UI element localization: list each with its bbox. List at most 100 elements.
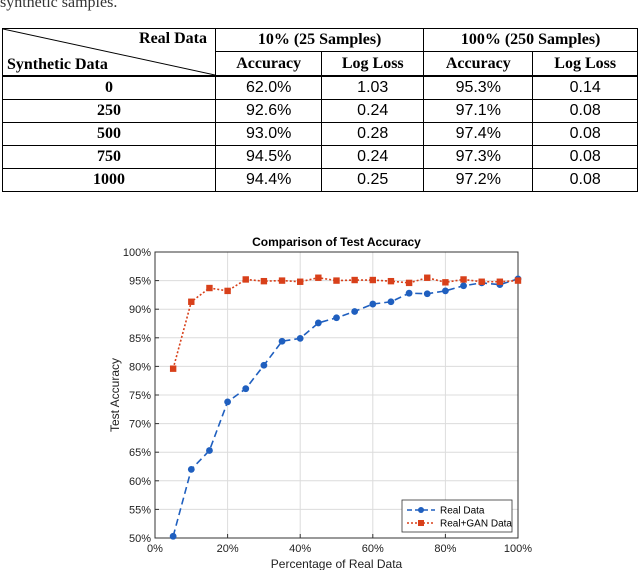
cell-logloss-100: 0.08 [532, 168, 638, 192]
x-tick-label: 40% [289, 543, 311, 555]
data-point [460, 282, 467, 290]
cell-accuracy-10: 93.0% [214, 122, 323, 146]
data-point [278, 337, 286, 345]
cell-accuracy-100: 97.3% [423, 145, 534, 169]
subheader-logloss-100: Log Loss [532, 51, 638, 77]
data-point [242, 385, 250, 393]
data-point [224, 398, 232, 406]
legend-label: Real Data [440, 506, 485, 517]
chart-title: Comparison of Test Accuracy [252, 235, 421, 249]
y-tick-label: 60% [129, 476, 151, 488]
subheader-accuracy-10: Accuracy [214, 51, 323, 77]
cell-logloss-10: 0.28 [321, 122, 425, 146]
row-label: 250 [2, 99, 216, 123]
table-row: 500 93.0% 0.28 97.4% 0.08 [2, 122, 638, 146]
data-point [260, 277, 268, 285]
data-point [496, 278, 504, 285]
data-point [405, 279, 413, 287]
data-point [169, 365, 177, 372]
data-point [387, 277, 395, 285]
data-point [242, 276, 249, 283]
x-tick-label: 0% [147, 543, 163, 555]
cell-logloss-100: 0.08 [532, 145, 638, 169]
accuracy-chart: 50% 55% 60% 65% 70% 75% 80% 85% 90% 95% 100% 0% 20% 4… [108, 235, 532, 570]
data-point [442, 287, 449, 295]
y-tick-label: 95% [129, 276, 151, 288]
cell-accuracy-10: 94.4% [214, 168, 323, 192]
y-axis-label: Test Accuracy [108, 358, 122, 432]
data-point [333, 314, 340, 322]
legend-box [401, 499, 513, 533]
group-header-100: 100% (250 Samples) [423, 27, 638, 53]
row-label: 500 [2, 122, 216, 146]
row-label: 1000 [2, 168, 216, 192]
table-row: 750 94.5% 0.24 97.3% 0.08 [2, 145, 638, 169]
y-tick-label: 75% [129, 390, 151, 402]
table-corner-cell: Real Data Synthetic Data [2, 28, 216, 77]
table-row: 250 92.6% 0.24 97.1% 0.08 [2, 99, 638, 123]
x-tick-label: 20% [217, 543, 239, 555]
data-point [260, 361, 268, 369]
cell-accuracy-100: 97.2% [423, 168, 534, 192]
y-tick-label: 55% [129, 504, 151, 516]
data-point [442, 279, 449, 286]
data-point [387, 298, 395, 306]
corner-diagonal [3, 29, 215, 75]
corner-top-label: Real Data [139, 30, 207, 47]
data-point [278, 277, 286, 284]
x-axis-label: Percentage of Real Data [271, 557, 403, 570]
cell-logloss-100: 0.08 [532, 122, 638, 146]
cell-accuracy-10: 62.0% [214, 75, 323, 100]
subheader-logloss-10: Log Loss [321, 51, 425, 77]
data-point [460, 276, 467, 283]
cell-accuracy-100: 97.1% [423, 99, 534, 123]
results-table: Real Data Synthetic Data 10% (25 Samples… [2, 27, 638, 192]
data-point [169, 532, 177, 540]
table-row: 0 62.0% 1.03 95.3% 0.14 [2, 75, 638, 100]
data-point [187, 465, 195, 473]
legend-marker [418, 520, 424, 526]
data-point [424, 274, 431, 281]
cell-accuracy-100: 97.4% [423, 122, 534, 146]
table-row: 1000 94.4% 0.25 97.2% 0.08 [2, 168, 638, 192]
x-tick-label: 80% [434, 543, 456, 555]
cell-logloss-10: 1.03 [321, 75, 425, 100]
cell-accuracy-10: 94.5% [214, 145, 323, 169]
data-point [423, 290, 431, 298]
data-point [478, 278, 485, 285]
subheader-accuracy-100: Accuracy [423, 51, 534, 77]
data-point [315, 274, 322, 281]
cell-accuracy-100: 95.3% [423, 75, 534, 100]
data-point [369, 300, 377, 308]
cell-logloss-10: 0.25 [321, 168, 425, 192]
legend-label: Real+GAN Data [440, 519, 512, 530]
data-point [333, 277, 340, 284]
y-tick-label: 65% [129, 447, 151, 459]
data-point [206, 284, 213, 292]
data-point [297, 278, 304, 285]
cell-logloss-100: 0.14 [532, 75, 638, 100]
cell-logloss-100: 0.08 [532, 99, 638, 123]
y-tick-label: 100% [123, 247, 151, 259]
x-tick-label: 60% [362, 543, 384, 555]
legend-marker [418, 507, 424, 513]
data-point [206, 447, 213, 454]
data-point [188, 298, 195, 305]
data-point [314, 319, 322, 327]
row-label: 750 [2, 145, 216, 169]
row-label: 0 [2, 75, 216, 100]
caption-fragment: synthetic samples. [0, 0, 118, 11]
data-point [224, 287, 231, 295]
cell-accuracy-10: 92.6% [214, 99, 323, 123]
y-tick-label: 85% [129, 333, 151, 345]
data-point [296, 334, 304, 342]
data-point [351, 276, 358, 284]
data-point [369, 276, 376, 284]
y-tick-label: 90% [129, 304, 151, 316]
cell-logloss-10: 0.24 [321, 145, 425, 169]
y-tick-label: 50% [129, 533, 151, 545]
group-header-10: 10% (25 Samples) [214, 27, 425, 53]
x-tick-label: 100% [504, 543, 532, 555]
y-tick-label: 80% [129, 361, 151, 373]
corner-bottom-label: Synthetic Data [7, 56, 108, 73]
